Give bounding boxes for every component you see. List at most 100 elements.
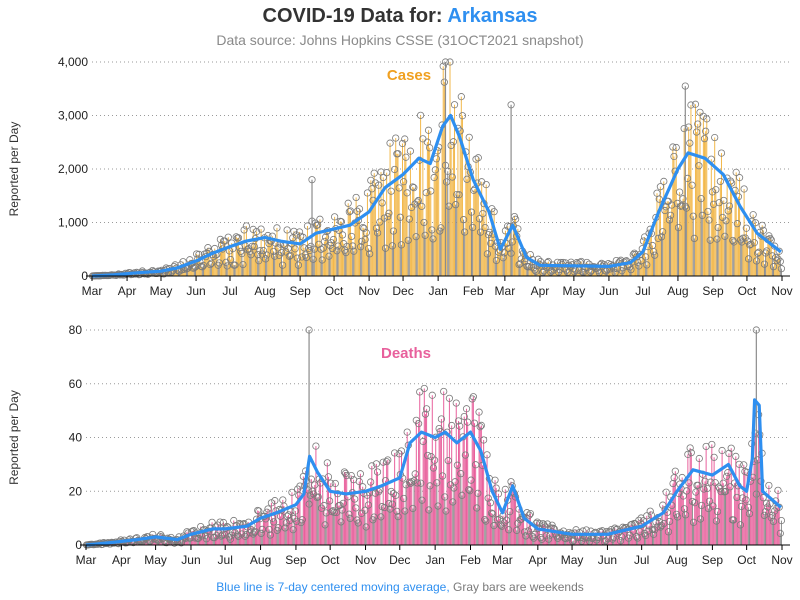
- daily-marker: [502, 516, 511, 524]
- daily-marker: [661, 206, 669, 215]
- daily-marker: [529, 532, 537, 541]
- daily-marker: [776, 257, 784, 266]
- x-tick-label: Oct: [738, 284, 757, 298]
- spike-marker: [752, 326, 760, 334]
- daily-marker: [331, 479, 339, 488]
- daily-marker: [295, 228, 304, 236]
- daily-marker: [362, 229, 370, 237]
- daily-marker: [400, 494, 408, 503]
- daily-marker: [324, 473, 333, 481]
- x-tick-label: Mar: [76, 553, 97, 567]
- daily-marker: [506, 507, 514, 516]
- daily-marker: [706, 236, 714, 244]
- daily-marker: [346, 514, 354, 523]
- daily-marker: [474, 154, 482, 162]
- daily-marker: [288, 488, 296, 496]
- daily-marker: [277, 248, 286, 257]
- x-tick-label: Dec: [389, 553, 410, 567]
- spike-marker: [305, 326, 313, 334]
- y-tick-label: 40: [69, 431, 83, 445]
- daily-marker: [676, 188, 684, 196]
- daily-marker: [291, 507, 299, 515]
- daily-marker: [263, 251, 271, 259]
- daily-marker: [383, 458, 391, 466]
- daily-marker: [392, 491, 400, 499]
- daily-marker: [570, 268, 579, 276]
- daily-marker: [343, 471, 351, 480]
- daily-marker: [586, 268, 594, 276]
- daily-marker: [697, 501, 706, 510]
- footer-note: Blue line is 7-day centered moving avera…: [0, 580, 800, 594]
- daily-marker: [776, 529, 784, 537]
- daily-marker: [289, 526, 297, 534]
- daily-marker: [718, 446, 726, 455]
- daily-marker: [307, 475, 315, 483]
- daily-marker: [671, 467, 679, 475]
- daily-marker: [732, 168, 740, 176]
- x-tick-label: Jan: [428, 284, 447, 298]
- y-axis-label: Reported per Day: [7, 390, 21, 485]
- daily-marker: [710, 453, 718, 461]
- daily-marker: [686, 139, 694, 147]
- daily-marker: [255, 507, 263, 515]
- daily-marker: [389, 227, 398, 235]
- daily-marker: [298, 253, 306, 261]
- daily-marker: [733, 493, 741, 502]
- daily-marker: [681, 511, 690, 519]
- daily-marker: [701, 477, 709, 485]
- daily-marker: [760, 511, 768, 519]
- daily-marker: [428, 226, 436, 234]
- daily-marker: [769, 263, 778, 271]
- daily-marker: [714, 223, 722, 232]
- daily-marker: [704, 207, 712, 216]
- y-tick-label: 0: [81, 269, 88, 283]
- x-tick-label: Sep: [285, 553, 307, 567]
- daily-marker: [670, 152, 678, 161]
- daily-marker: [662, 488, 670, 496]
- daily-marker: [278, 261, 287, 269]
- daily-marker: [530, 534, 538, 542]
- daily-bars: [86, 388, 782, 545]
- daily-marker: [618, 533, 626, 541]
- daily-marker: [397, 447, 406, 455]
- daily-marker: [525, 511, 533, 519]
- daily-marker: [732, 452, 740, 461]
- daily-marker: [772, 253, 780, 262]
- daily-marker: [522, 532, 530, 540]
- daily-marker: [352, 504, 360, 512]
- daily-marker: [338, 231, 347, 239]
- daily-marker: [248, 242, 256, 250]
- daily-marker: [737, 502, 746, 510]
- daily-marker: [630, 249, 638, 257]
- daily-marker: [368, 185, 376, 193]
- daily-marker: [424, 126, 433, 134]
- daily-marker: [406, 147, 415, 155]
- daily-marker: [394, 150, 402, 158]
- daily-marker: [634, 534, 642, 542]
- daily-marker: [651, 251, 659, 259]
- daily-marker: [461, 228, 469, 236]
- daily-marker: [703, 484, 711, 493]
- daily-marker: [445, 394, 454, 402]
- daily-marker: [499, 254, 507, 262]
- daily-marker: [489, 510, 497, 518]
- daily-marker: [685, 479, 693, 487]
- daily-marker: [385, 499, 393, 508]
- x-tick-label: Feb: [463, 284, 484, 298]
- x-tick-label: May: [150, 284, 173, 298]
- daily-marker: [500, 249, 508, 257]
- daily-marker: [234, 234, 243, 242]
- daily-marker: [347, 471, 355, 480]
- daily-marker: [689, 212, 697, 220]
- daily-marker: [338, 506, 346, 514]
- daily-marker: [216, 518, 224, 526]
- daily-marker: [233, 531, 241, 539]
- daily-marker: [363, 189, 372, 197]
- y-tick-label: 60: [69, 377, 83, 391]
- x-tick-label: Jun: [599, 284, 618, 298]
- daily-marker: [508, 238, 516, 246]
- daily-marker: [286, 251, 295, 260]
- daily-marker: [213, 531, 221, 540]
- daily-marker: [226, 535, 234, 543]
- x-tick-label: May: [563, 284, 586, 298]
